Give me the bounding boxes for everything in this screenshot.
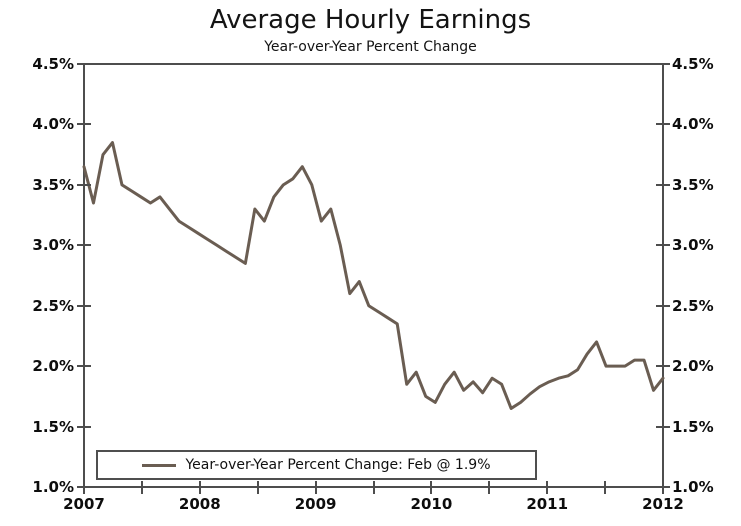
y-tick-mark-left	[77, 63, 91, 65]
x-tick-mark	[546, 481, 549, 494]
x-tick-mark	[256, 481, 259, 494]
y-tick-mark-right	[656, 304, 670, 307]
x-tick-mark	[140, 481, 143, 494]
y-tick-label-right: 2.5%	[672, 296, 714, 315]
y-tick-label-right: 1.0%	[672, 478, 714, 496]
y-tick-label-right: 1.5%	[672, 417, 714, 436]
y-tick-label-left: 4.0%	[32, 115, 74, 134]
x-tick-mark	[488, 481, 491, 494]
y-tick-mark-left	[77, 365, 91, 368]
y-tick-label-right: 3.0%	[672, 236, 714, 255]
y-tick-mark-right	[656, 244, 670, 247]
x-tick-label: 2012	[642, 495, 684, 513]
y-tick-label-right: 2.0%	[672, 357, 714, 376]
x-tick-mark	[604, 481, 607, 494]
legend-line-swatch	[142, 463, 177, 467]
x-tick-mark	[83, 481, 85, 494]
y-tick-label-right: 4.5%	[672, 55, 714, 73]
y-tick-label-left: 2.0%	[32, 357, 74, 376]
x-tick-label: 2009	[294, 495, 337, 513]
y-tick-mark-left	[77, 425, 91, 428]
y-tick-mark-right	[656, 425, 670, 428]
y-tick-mark-right	[656, 123, 670, 126]
y-tick-label-left: 3.5%	[32, 175, 74, 194]
y-tick-mark-left	[77, 244, 91, 247]
x-tick-label: 2008	[178, 495, 221, 513]
x-tick-mark	[314, 481, 317, 494]
legend-box: Year-over-Year Percent Change: Feb @ 1.9…	[96, 450, 537, 480]
y-tick-mark-right	[656, 63, 670, 65]
x-tick-mark	[662, 481, 664, 494]
chart-subtitle: Year-over-Year Percent Change	[264, 39, 477, 55]
x-tick-label: 2011	[526, 495, 569, 513]
y-tick-label-left: 4.5%	[32, 55, 74, 73]
y-tick-mark-right	[656, 365, 670, 368]
x-tick-label: 2007	[63, 495, 105, 513]
chart-title: Average Hourly Earnings	[209, 5, 532, 35]
y-tick-label-left: 2.5%	[32, 296, 74, 315]
series-line	[82, 141, 665, 410]
x-tick-mark	[430, 481, 433, 494]
y-tick-mark-left	[77, 123, 91, 126]
x-tick-mark	[198, 481, 201, 494]
y-tick-label-right: 3.5%	[672, 175, 714, 194]
y-tick-label-left: 1.0%	[32, 478, 74, 496]
y-tick-mark-left	[77, 304, 91, 307]
x-tick-label: 2010	[410, 495, 453, 513]
y-tick-label-left: 1.5%	[32, 417, 74, 436]
legend-label: Year-over-Year Percent Change: Feb @ 1.9…	[185, 457, 491, 473]
y-tick-mark-left	[77, 183, 91, 186]
y-tick-mark-right	[656, 183, 670, 186]
y-tick-label-right: 4.0%	[672, 115, 714, 134]
y-tick-label-left: 3.0%	[32, 236, 74, 255]
x-tick-mark	[372, 481, 375, 494]
